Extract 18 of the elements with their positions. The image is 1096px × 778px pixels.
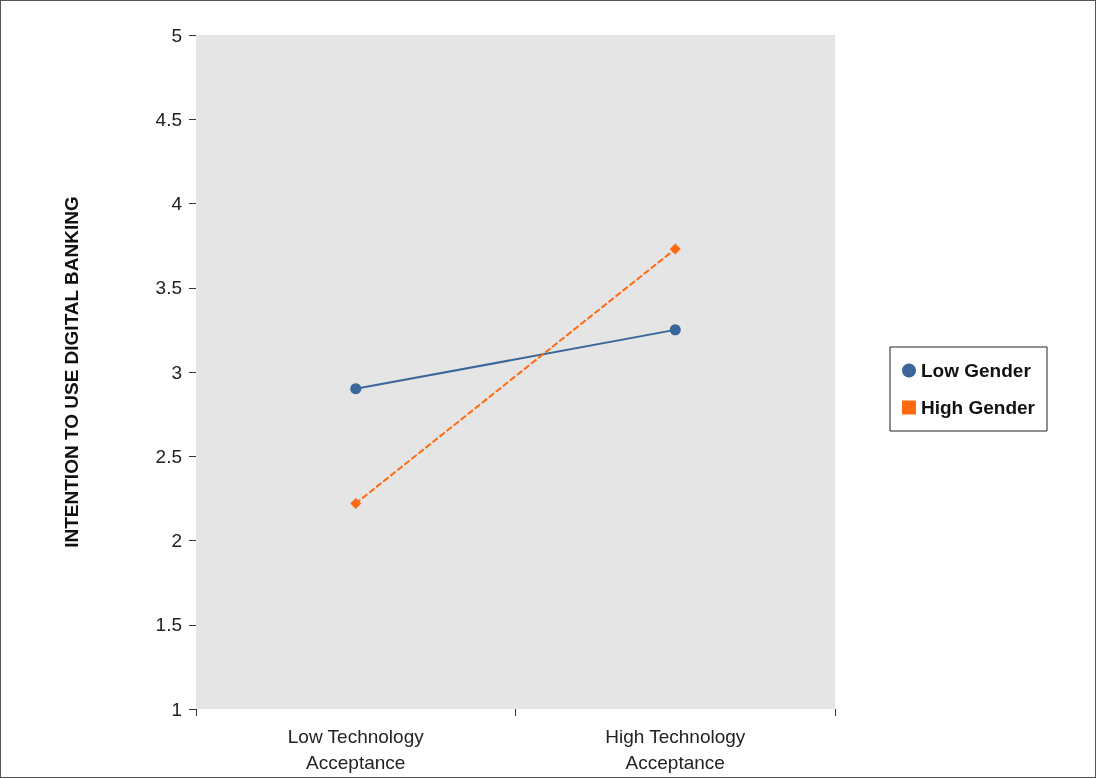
y-tick-label: 4.5 bbox=[155, 108, 182, 130]
point bbox=[669, 243, 681, 255]
y-tick-label: 4 bbox=[171, 193, 183, 214]
point bbox=[350, 497, 362, 509]
y-tick-label: 3 bbox=[171, 361, 182, 383]
y-tick-label: 1.5 bbox=[155, 614, 182, 636]
y-axis-title: INTENTION TO USE DIGITAL BANKING bbox=[61, 196, 82, 548]
y-tick-label: 3.5 bbox=[155, 277, 182, 299]
legend-label: Low Gender bbox=[920, 360, 1032, 381]
x-tick-label: High Technology Acceptance bbox=[605, 725, 746, 773]
y-tick-label: 2 bbox=[171, 530, 182, 551]
y-tick-label: 5 bbox=[171, 24, 182, 46]
point bbox=[669, 324, 681, 336]
x-tick-label: Low Technology Acceptance bbox=[287, 725, 425, 773]
point bbox=[350, 383, 362, 395]
legend-label: High Gender bbox=[920, 397, 1036, 418]
y-tick-label: 1 bbox=[171, 698, 182, 720]
y-tick-label: 2.5 bbox=[155, 445, 182, 467]
